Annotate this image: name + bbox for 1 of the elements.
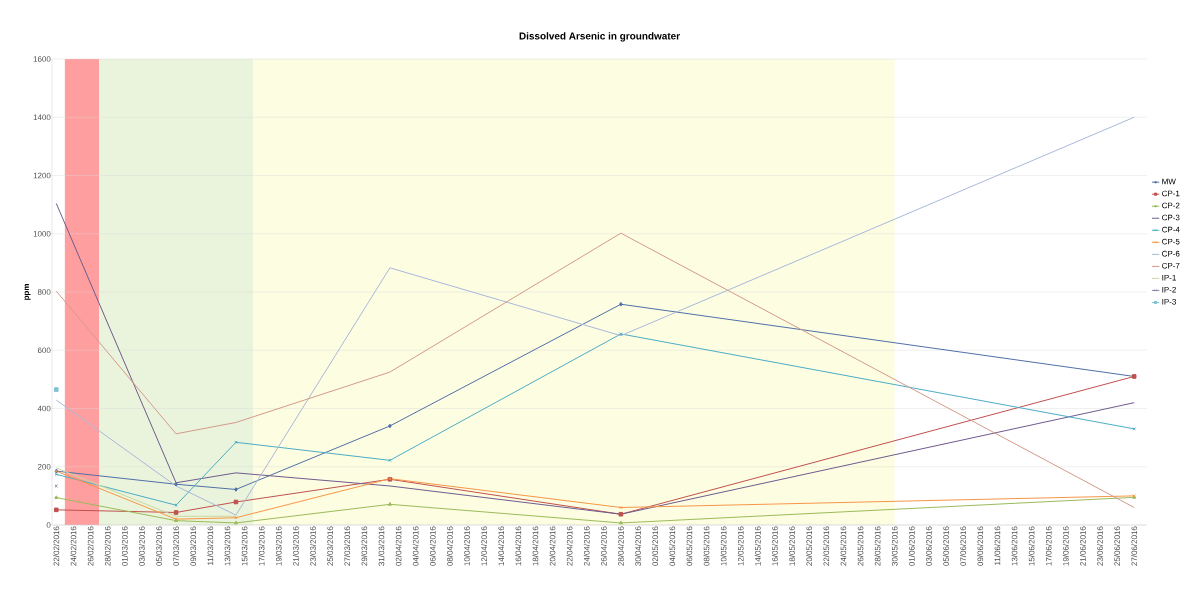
chart-title: Dissolved Arsenic in groundwater <box>519 32 680 42</box>
